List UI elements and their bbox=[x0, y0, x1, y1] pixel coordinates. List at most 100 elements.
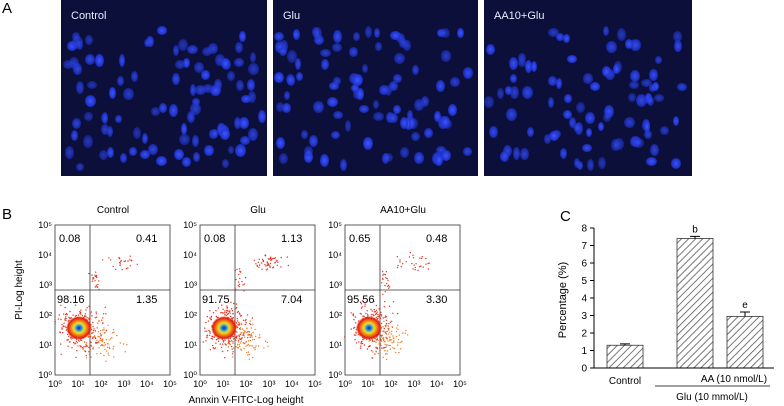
nucleus bbox=[303, 151, 314, 163]
y-tick-label: 10⁰ bbox=[183, 370, 197, 380]
nucleus bbox=[648, 84, 656, 93]
nucleus bbox=[435, 146, 446, 155]
bar-y-ticks: 0 1 2 3 4 5 6 7 8 bbox=[581, 224, 594, 375]
nucleus bbox=[332, 110, 343, 119]
y-tick-label: 3 bbox=[581, 311, 587, 322]
x-tick-label: 10⁴ bbox=[430, 379, 444, 389]
nucleus bbox=[674, 39, 682, 52]
nucleus bbox=[296, 71, 304, 81]
nucleus bbox=[624, 116, 635, 128]
nucleus bbox=[616, 28, 626, 41]
flow-plot-glu: Glu 0.08 1.13 91.75 7.04 10⁰ 10¹ 10² 10³ 10⁴… bbox=[183, 205, 322, 389]
x-tick-label: 10¹ bbox=[71, 379, 84, 389]
nucleus bbox=[548, 76, 558, 86]
nucleus bbox=[434, 110, 441, 122]
nucleus bbox=[383, 153, 393, 162]
quadrant-ul: 0.08 bbox=[204, 233, 225, 245]
y-tick-label: 10¹ bbox=[329, 340, 342, 350]
nucleus bbox=[331, 130, 341, 139]
nucleus bbox=[107, 125, 114, 138]
y-tick-label: 6 bbox=[581, 259, 587, 270]
nucleus bbox=[413, 98, 425, 112]
nucleus bbox=[192, 135, 199, 148]
nucleus bbox=[555, 32, 564, 42]
nucleus bbox=[356, 88, 364, 100]
flow-xlabel: Annxin V-FITC-Log height bbox=[188, 395, 303, 406]
x-tick-label: 10⁴ bbox=[140, 379, 154, 389]
y-tick-label: 10¹ bbox=[39, 340, 52, 350]
nucleus bbox=[156, 26, 168, 35]
y-tick-labels: 10⁰ 10¹ 10² 10³ 10⁴ 10⁵ bbox=[183, 220, 197, 380]
nucleus bbox=[82, 135, 93, 148]
nucleus bbox=[287, 50, 297, 63]
nucleus bbox=[178, 133, 190, 146]
nucleus bbox=[201, 47, 213, 57]
nucleus bbox=[408, 117, 416, 129]
micrograph-label: Control bbox=[71, 10, 107, 22]
nucleus bbox=[233, 116, 242, 129]
nucleus bbox=[375, 42, 382, 51]
flow-plot-title: Glu bbox=[250, 205, 266, 216]
nucleus bbox=[564, 94, 572, 104]
nucleus bbox=[139, 149, 150, 160]
quadrant-ll: 98.16 bbox=[57, 294, 85, 306]
nucleus bbox=[83, 111, 94, 121]
x-tick-labels: 10⁰ 10¹ 10² 10³ 10⁴ 10⁵ bbox=[193, 379, 322, 389]
nucleus bbox=[345, 119, 352, 132]
nucleus bbox=[447, 103, 457, 116]
flow-plot-title: AA10+Glu bbox=[380, 205, 426, 216]
nucleus bbox=[576, 160, 583, 171]
nucleus bbox=[411, 131, 420, 141]
nucleus bbox=[521, 85, 533, 99]
nucleus bbox=[399, 146, 410, 158]
quadrant-ll: 91.75 bbox=[202, 294, 230, 306]
nucleus bbox=[329, 81, 339, 91]
x-tick-label: 10¹ bbox=[216, 379, 229, 389]
panel-letter-c: C bbox=[560, 208, 571, 225]
nucleus bbox=[286, 74, 295, 86]
nucleus bbox=[573, 122, 582, 133]
nucleus bbox=[295, 58, 302, 71]
nucleus bbox=[63, 59, 73, 70]
nucleus bbox=[339, 159, 347, 172]
micrograph-label: AA10+Glu bbox=[494, 10, 545, 22]
y-tick-labels: 10⁰ 10¹ 10² 10³ 10⁴ 10⁵ bbox=[38, 220, 52, 380]
y-tick-label: 4 bbox=[581, 294, 587, 305]
quadrant-lr: 3.30 bbox=[426, 294, 447, 306]
nucleus bbox=[326, 96, 338, 108]
nucleus bbox=[94, 54, 105, 67]
quadrant-ur: 0.41 bbox=[136, 233, 157, 245]
y-tick-label: 10⁰ bbox=[328, 370, 342, 380]
nucleus bbox=[562, 34, 570, 43]
nucleus bbox=[518, 58, 527, 68]
nucleus bbox=[629, 70, 641, 83]
y-tick-label: 10⁴ bbox=[38, 250, 52, 260]
quadrant-lr: 1.35 bbox=[136, 294, 157, 306]
nucleus bbox=[211, 129, 219, 139]
nucleus bbox=[117, 75, 125, 86]
nucleus bbox=[313, 101, 324, 114]
nucleus bbox=[226, 71, 235, 81]
nucleus bbox=[435, 79, 445, 92]
nucleus bbox=[187, 44, 198, 54]
y-tick-label: 10² bbox=[329, 310, 342, 320]
nucleus bbox=[421, 96, 429, 107]
nucleus bbox=[304, 145, 314, 158]
nucleus bbox=[203, 83, 214, 94]
nucleus bbox=[548, 28, 559, 38]
nucleus bbox=[312, 27, 323, 41]
x-tick-label: 10⁴ bbox=[285, 379, 299, 389]
nucleus bbox=[250, 51, 257, 63]
nucleus bbox=[393, 73, 403, 84]
nucleus bbox=[603, 26, 610, 37]
nucleus bbox=[65, 146, 75, 159]
quadrant-ur: 1.13 bbox=[281, 233, 302, 245]
nucleus bbox=[406, 109, 414, 120]
x-tick-label: 10² bbox=[384, 379, 397, 389]
nucleus bbox=[583, 73, 593, 84]
y-tick-label: 10³ bbox=[184, 280, 197, 290]
nucleus bbox=[190, 83, 197, 96]
quadrant-ul: 0.08 bbox=[59, 233, 80, 245]
nucleus bbox=[373, 112, 384, 122]
